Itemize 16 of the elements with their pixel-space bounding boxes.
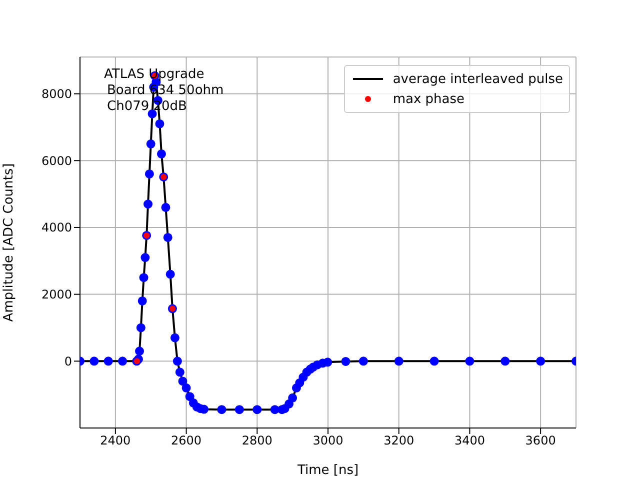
y-tick-label: 0 bbox=[64, 354, 72, 368]
y-axis-title: Amplitude [ADC Counts] bbox=[2, 163, 17, 322]
x-tick-label: 3400 bbox=[454, 434, 485, 448]
legend-label: max phase bbox=[392, 92, 465, 106]
x-axis-title: Time [ns] bbox=[296, 463, 359, 478]
x-tick-label: 2400 bbox=[100, 434, 131, 448]
x-tick-label: 3200 bbox=[384, 434, 414, 448]
x-tick-label: 2600 bbox=[171, 434, 202, 448]
x-tick-label: 2800 bbox=[242, 434, 272, 448]
legend-label: average interleaved pulse bbox=[392, 72, 563, 86]
y-tick-label: 2000 bbox=[41, 288, 72, 302]
y-tick-label: 6000 bbox=[41, 154, 72, 168]
x-tick-label: 3600 bbox=[525, 434, 556, 448]
y-tick-label: 8000 bbox=[41, 87, 72, 102]
x-tick-label: 3000 bbox=[312, 434, 344, 448]
y-tick-label: 4000 bbox=[41, 220, 72, 235]
